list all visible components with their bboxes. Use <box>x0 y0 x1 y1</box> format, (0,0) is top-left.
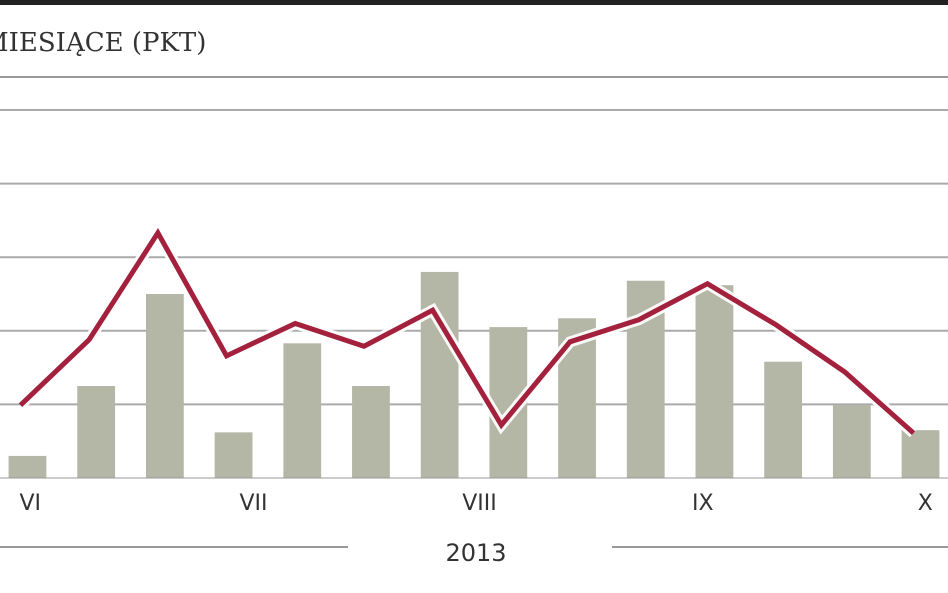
x-tick-label: X <box>918 491 933 516</box>
bar <box>8 455 47 478</box>
bar <box>77 386 116 478</box>
x-tick-label: VIII <box>462 491 497 516</box>
bar <box>901 430 940 478</box>
x-tick-label: IX <box>692 491 714 516</box>
year-label: 2013 <box>445 539 506 567</box>
bar <box>764 361 803 478</box>
bar <box>832 405 871 478</box>
bar <box>283 343 322 478</box>
top-border <box>0 0 948 5</box>
bar <box>145 294 184 478</box>
bar <box>695 285 734 478</box>
chart-title: MIESIĄCE (PKT) <box>0 28 206 58</box>
line <box>18 228 916 435</box>
bar <box>420 271 459 478</box>
bar <box>352 386 390 478</box>
x-tick-label: VII <box>239 491 267 516</box>
x-tick-label: VI <box>19 491 41 516</box>
bar <box>214 432 253 478</box>
